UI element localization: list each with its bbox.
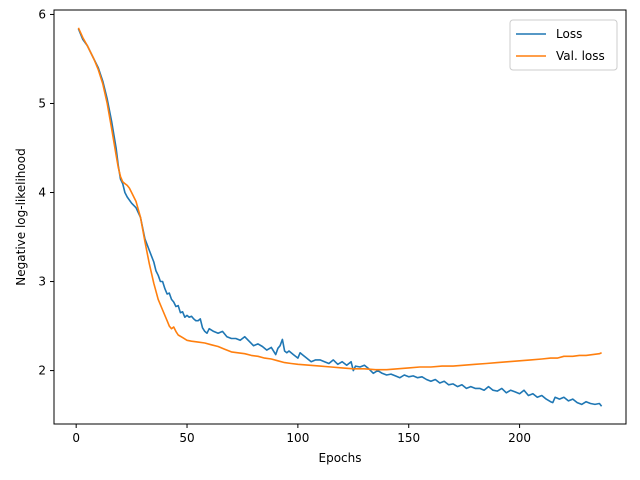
series-line-loss xyxy=(77,28,603,407)
y-axis-label: Negative log-likelihood xyxy=(14,148,28,285)
x-tick-label: 100 xyxy=(286,431,309,445)
plot-series xyxy=(77,27,603,407)
legend-box xyxy=(509,19,618,71)
series-line-val-loss xyxy=(77,27,602,371)
y-tick-label: 5 xyxy=(38,96,46,110)
y-tick-label: 2 xyxy=(38,364,46,378)
y-tick-label: 6 xyxy=(38,7,46,21)
legend-label-val-loss: Val. loss xyxy=(556,49,605,63)
x-axis-ticks: 0 50 100 150 200 xyxy=(72,424,531,445)
legend: Loss Val. loss xyxy=(509,19,618,71)
x-tick-label: 50 xyxy=(179,431,194,445)
x-axis-label: Epochs xyxy=(319,451,362,465)
x-tick-label: 200 xyxy=(508,431,531,445)
y-axis-ticks: 2 3 4 5 6 xyxy=(38,7,54,378)
y-tick-label: 3 xyxy=(38,275,46,289)
x-tick-label: 0 xyxy=(72,431,80,445)
plot-frame xyxy=(53,9,627,425)
x-tick-label: 150 xyxy=(397,431,420,445)
legend-label-loss: Loss xyxy=(556,27,582,41)
y-tick-label: 4 xyxy=(38,186,46,200)
